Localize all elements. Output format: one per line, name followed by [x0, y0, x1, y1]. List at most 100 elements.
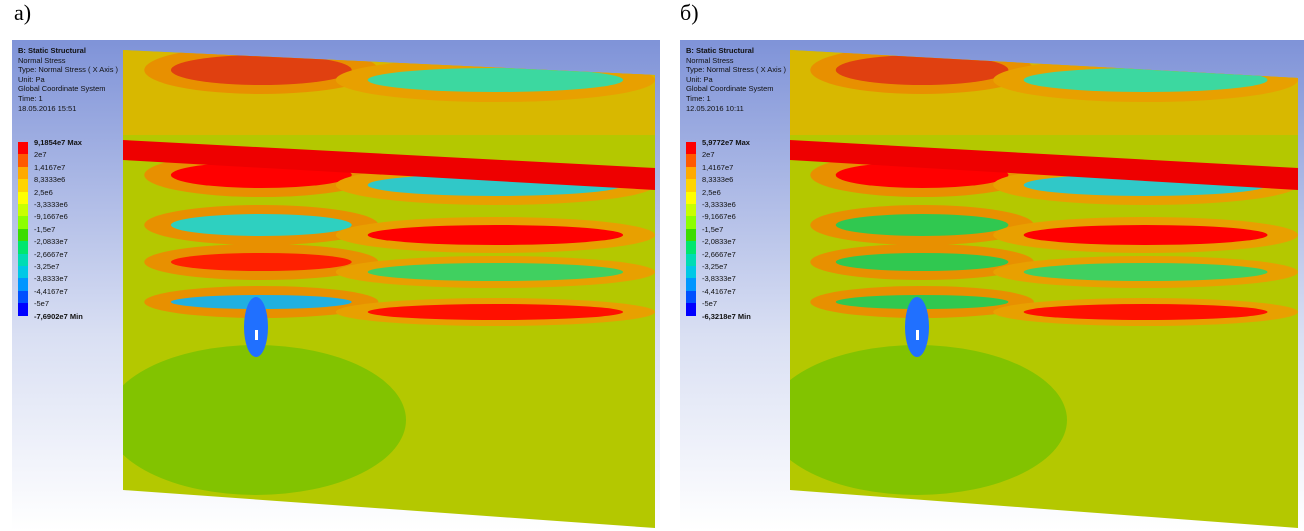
legend-label: -3,8333e7: [34, 274, 68, 284]
info-title: B: Static Structural: [686, 46, 754, 55]
info-line: 12.05.2016 10:11: [686, 103, 744, 113]
legend-label: 1,4167e7: [702, 162, 734, 172]
stress-region: [1023, 304, 1268, 320]
stress-region: [170, 253, 352, 271]
plate: [123, 50, 655, 528]
legend-label: -2,6667e7: [34, 249, 68, 259]
legend-label: -9,1667e6: [34, 212, 68, 222]
plate: [790, 50, 1298, 528]
stress-region: [123, 345, 406, 495]
legend-label: -2,0833e7: [702, 237, 736, 247]
legend-label: 8,3333e6: [34, 175, 66, 185]
legend-swatch: [686, 179, 696, 193]
legend-swatch: [686, 290, 696, 304]
stress-region: [1023, 68, 1268, 92]
legend-label: 9,1854e7 Max: [34, 138, 82, 147]
legend-label: 2e7: [34, 150, 47, 160]
legend-label: 2e7: [702, 150, 715, 160]
legend-swatch: [686, 303, 696, 317]
info-block: B: Static Structural Normal Stress Type: N…: [18, 46, 118, 113]
legend-swatch: [686, 266, 696, 279]
legend-label: -3,25e7: [34, 262, 60, 271]
legend-label: 5,9772e7 Max: [702, 138, 750, 147]
model-view: [790, 50, 1298, 528]
legend-swatch: [18, 278, 28, 292]
panel-label: а): [14, 0, 32, 25]
legend-label: -4,4167e7: [702, 286, 736, 296]
info-line: Global Coordinate System: [18, 84, 106, 94]
legend-label: -3,25e7: [702, 262, 728, 271]
stress-region: [244, 297, 268, 357]
stress-region: [835, 214, 1009, 236]
stress-region: [835, 253, 1009, 271]
info-line: Type: Normal Stress ( X Axis ): [18, 65, 119, 75]
legend-swatch: [686, 241, 696, 255]
legend-label: -7,6902e7 Min: [34, 311, 83, 321]
legend-label: -1,5e7: [34, 224, 56, 234]
legend-swatch: [686, 191, 696, 205]
legend-swatch: [18, 191, 28, 205]
legend-swatch: [18, 166, 28, 180]
legend-label: -3,8333e7: [702, 274, 736, 284]
stress-region: [367, 68, 624, 92]
legend-swatch: [686, 166, 696, 180]
info-line: Type: Normal Stress ( X Axis ): [686, 65, 787, 75]
info-line: Unit: Pa: [686, 74, 713, 84]
stress-region: [790, 140, 1298, 190]
legend-swatch: [18, 142, 28, 155]
legend-label: -1,5e7: [702, 224, 724, 234]
legend-label: -6,3218e7 Min: [702, 311, 751, 321]
info-line: Normal Stress: [686, 55, 734, 65]
legend-swatch: [18, 241, 28, 255]
legend-swatch: [18, 204, 28, 217]
info-title: B: Static Structural: [18, 46, 86, 55]
result-panel: B: Static Structural Normal Stress Type: N…: [680, 40, 1304, 531]
legend-swatch: [18, 228, 28, 242]
stress-region: [905, 297, 929, 357]
stress-region: [1023, 263, 1268, 281]
stress-region: [1023, 225, 1268, 245]
info-block: B: Static Structural Normal Stress Type: N…: [686, 46, 786, 113]
legend-swatch: [686, 253, 696, 267]
info-line: 18.05.2016 15:51: [18, 103, 77, 113]
info-line: Global Coordinate System: [686, 84, 774, 94]
model-view: [123, 50, 655, 528]
legend-swatch: [18, 179, 28, 193]
legend-label: 1,4167e7: [34, 162, 66, 172]
info-line: Time: 1: [18, 93, 43, 103]
info-line: Normal Stress: [18, 55, 66, 65]
legend-label: -3,3333e6: [34, 200, 68, 209]
legend-swatch: [686, 142, 696, 155]
info-line: Time: 1: [686, 93, 711, 103]
legend-label: -9,1667e6: [702, 212, 736, 222]
legend-swatch: [686, 154, 696, 168]
legend-label: -5e7: [34, 299, 50, 309]
legend-label: -3,3333e6: [702, 200, 736, 209]
stress-region: [170, 55, 352, 85]
legend-label: 8,3333e6: [702, 175, 734, 185]
legend-swatch: [18, 154, 28, 168]
legend-swatch: [18, 266, 28, 279]
stress-region: [170, 214, 352, 236]
legend-swatch: [18, 303, 28, 317]
legend-swatch: [686, 278, 696, 292]
stress-region: [367, 225, 624, 245]
stress-region: [916, 330, 919, 340]
legend-label: 2,5e6: [702, 187, 721, 197]
legend-swatch: [686, 228, 696, 242]
stress-region: [255, 330, 258, 340]
legend-label: -4,4167e7: [34, 286, 68, 296]
stress-region: [835, 55, 1009, 85]
legend-label: 2,5e6: [34, 187, 53, 197]
legend-swatch: [18, 216, 28, 230]
legend-label: -2,6667e7: [702, 249, 736, 259]
info-line: Unit: Pa: [18, 74, 45, 84]
stress-region: [123, 140, 655, 190]
legend-label: -5e7: [702, 299, 718, 309]
legend-swatch: [18, 290, 28, 304]
legend-swatch: [686, 204, 696, 217]
stress-region: [367, 263, 624, 281]
stress-region: [367, 304, 624, 320]
legend-swatch: [18, 253, 28, 267]
